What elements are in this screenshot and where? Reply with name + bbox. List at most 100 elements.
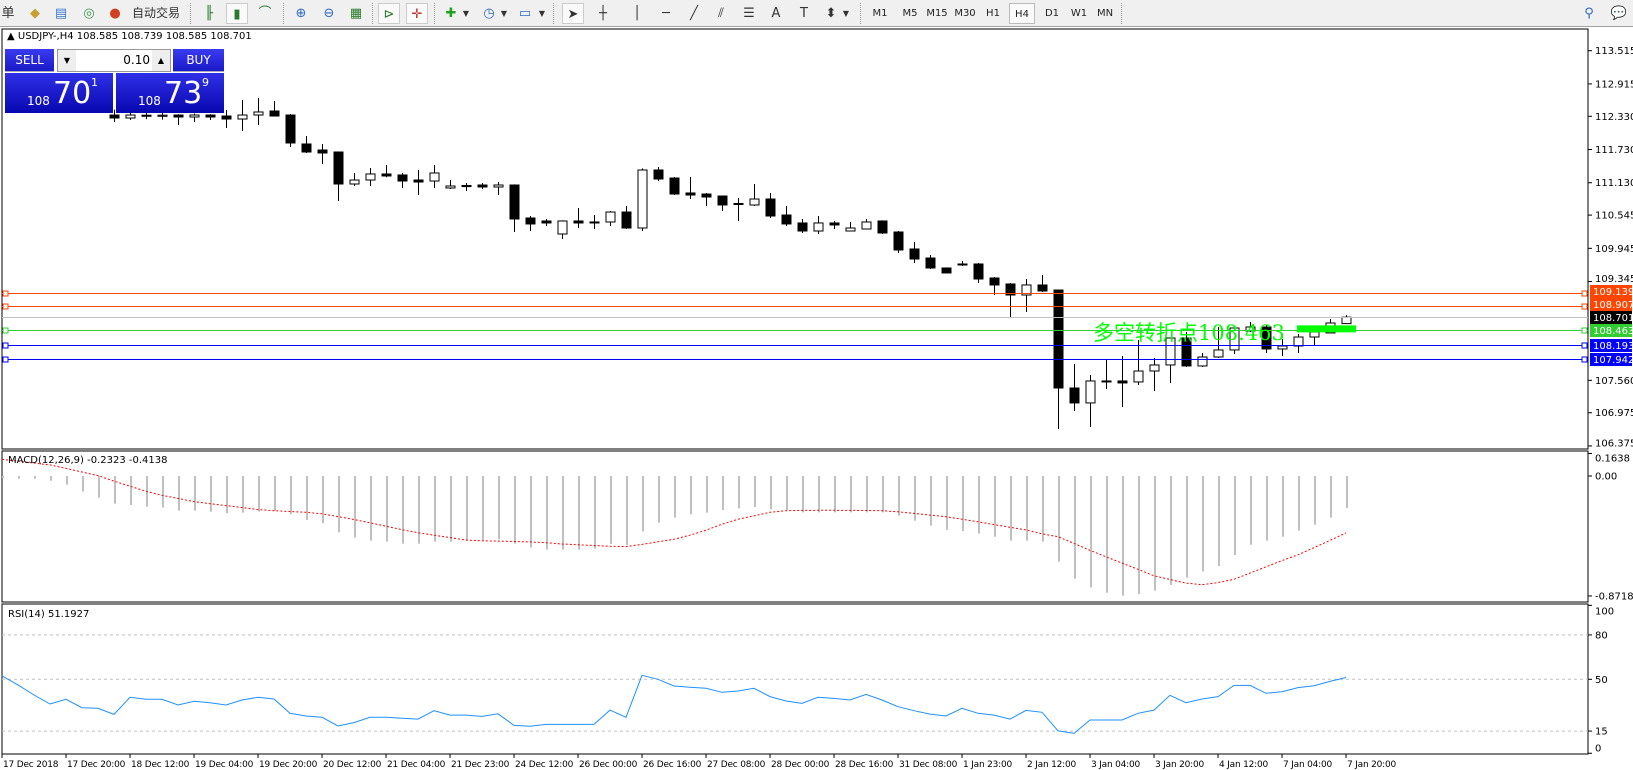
line-handle[interactable]: [1581, 327, 1588, 334]
line-handle[interactable]: [1581, 356, 1588, 363]
indicators-icon[interactable]: ✚: [445, 6, 457, 21]
timeframe-m30[interactable]: M30: [954, 8, 976, 19]
buy-button[interactable]: BUY: [173, 49, 224, 72]
line-handle[interactable]: [2, 303, 9, 310]
timeframe-mn[interactable]: MN: [1096, 8, 1114, 19]
bearish-candle[interactable]: [957, 263, 968, 266]
bullish-candle[interactable]: [237, 114, 248, 120]
vertical-line-icon[interactable]: │: [633, 6, 641, 21]
templates-icon[interactable]: ▭: [518, 6, 532, 21]
buy-price[interactable]: 108 73 9: [116, 73, 224, 113]
bullish-candle[interactable]: [861, 221, 872, 230]
bearish-candle[interactable]: [941, 267, 952, 274]
bullish-candle[interactable]: [125, 114, 136, 119]
periods-clock-icon[interactable]: ◷: [483, 6, 495, 21]
bearish-candle[interactable]: [573, 220, 584, 224]
bullish-candle[interactable]: [1085, 380, 1096, 404]
bearish-candle[interactable]: [1053, 289, 1064, 389]
navigator-icon[interactable]: ◎: [83, 6, 95, 21]
bearish-candle[interactable]: [141, 114, 152, 117]
arrows-icon[interactable]: ⬍: [825, 6, 837, 21]
line-handle[interactable]: [2, 327, 9, 334]
pivot-annotation-text[interactable]: 多空转折点108.463: [1093, 321, 1285, 345]
bearish-candle[interactable]: [765, 198, 776, 217]
dropdown-arrow-icon[interactable]: ▼: [538, 9, 546, 18]
bearish-candle[interactable]: [477, 184, 488, 188]
bearish-candle[interactable]: [109, 114, 120, 119]
data-window-icon[interactable]: ▤: [54, 6, 68, 21]
market-watch-icon[interactable]: ◆: [30, 6, 40, 21]
line-chart-icon[interactable]: ⌒: [258, 6, 272, 21]
bearish-candle[interactable]: [1069, 387, 1080, 404]
bearish-candle[interactable]: [541, 220, 552, 224]
bullish-candle[interactable]: [813, 222, 824, 232]
horizontal-line-icon[interactable]: ─: [662, 6, 670, 21]
timeframe-d1[interactable]: D1: [1044, 8, 1060, 19]
bearish-candle[interactable]: [909, 248, 920, 260]
bearish-candle[interactable]: [829, 222, 840, 226]
lot-size-stepper[interactable]: ▼ 0.10 ▲: [57, 49, 171, 72]
bullish-candle[interactable]: [365, 173, 376, 181]
collapse-triangle-icon[interactable]: ▲: [7, 31, 18, 42]
bullish-candle[interactable]: [1293, 336, 1304, 347]
line-handle[interactable]: [1581, 303, 1588, 310]
timeframe-m5[interactable]: M5: [902, 8, 918, 19]
bearish-candle[interactable]: [397, 174, 408, 182]
timeframe-h1[interactable]: H1: [986, 8, 1000, 19]
bearish-candle[interactable]: [1101, 380, 1112, 383]
bullish-candle[interactable]: [445, 185, 456, 189]
bearish-candle[interactable]: [621, 211, 632, 229]
bearish-candle[interactable]: [317, 149, 328, 154]
text-label-icon[interactable]: T: [800, 6, 808, 21]
bearish-candle[interactable]: [1261, 326, 1272, 350]
bullish-candle[interactable]: [1133, 370, 1144, 383]
trendline-icon[interactable]: ╱: [690, 6, 698, 21]
auto-trading-icon[interactable]: ●: [109, 6, 121, 21]
lot-decrease-icon[interactable]: ▼: [58, 50, 76, 71]
bullish-candle[interactable]: [493, 184, 504, 188]
bullish-candle[interactable]: [637, 169, 648, 229]
cursor-icon[interactable]: ➤: [562, 3, 584, 24]
fibonacci-icon[interactable]: ☰: [743, 6, 755, 21]
bearish-candle[interactable]: [781, 214, 792, 225]
macd-pane[interactable]: [1, 450, 1589, 603]
bearish-candle[interactable]: [893, 231, 904, 251]
bullish-candle[interactable]: [349, 179, 360, 185]
bearish-candle[interactable]: [1181, 337, 1192, 367]
dropdown-arrow-icon[interactable]: ▼: [500, 9, 508, 18]
candlestick-chart-icon[interactable]: ▮: [226, 3, 248, 24]
bearish-candle[interactable]: [589, 221, 600, 224]
bearish-candle[interactable]: [509, 184, 520, 220]
bullish-candle[interactable]: [1213, 349, 1224, 358]
bearish-candle[interactable]: [221, 115, 232, 120]
chart-shift-icon[interactable]: ✛: [406, 3, 428, 24]
zoom-in-icon[interactable]: ⊕: [295, 6, 307, 21]
bearish-candle[interactable]: [525, 217, 536, 225]
line-handle[interactable]: [1581, 342, 1588, 349]
main-pane[interactable]: [1, 28, 1589, 450]
bearish-candle[interactable]: [653, 169, 664, 180]
bearish-candle[interactable]: [1005, 283, 1016, 296]
bearish-candle[interactable]: [989, 277, 1000, 286]
chat-icon[interactable]: 💬: [1610, 6, 1628, 21]
bullish-candle[interactable]: [189, 114, 200, 118]
bearish-candle[interactable]: [797, 222, 808, 232]
lot-increase-icon[interactable]: ▲: [152, 50, 170, 71]
line-handle[interactable]: [1581, 290, 1588, 297]
dropdown-arrow-icon[interactable]: ▼: [462, 9, 470, 18]
bearish-candle[interactable]: [269, 110, 280, 117]
bullish-candle[interactable]: [749, 198, 760, 206]
pivot-marker[interactable]: [1297, 325, 1356, 333]
line-handle[interactable]: [2, 342, 9, 349]
line-handle[interactable]: [2, 290, 9, 297]
tile-windows-icon[interactable]: ▦: [349, 6, 363, 21]
bearish-candle[interactable]: [685, 192, 696, 196]
bullish-candle[interactable]: [1309, 331, 1320, 338]
bearish-candle[interactable]: [205, 114, 216, 118]
bullish-candle[interactable]: [845, 227, 856, 232]
bullish-candle[interactable]: [557, 220, 568, 235]
bullish-candle[interactable]: [1021, 284, 1032, 296]
timeframe-m1[interactable]: M1: [872, 8, 888, 19]
bearish-candle[interactable]: [701, 193, 712, 198]
timeframe-m15[interactable]: M15: [926, 8, 948, 19]
